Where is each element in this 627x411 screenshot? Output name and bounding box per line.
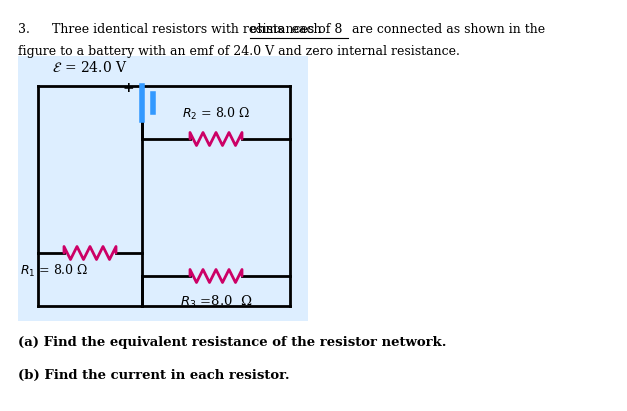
Text: 3.: 3. [18, 23, 30, 36]
FancyBboxPatch shape [18, 56, 308, 321]
Text: Three identical resistors with resistances of 8: Three identical resistors with resistanc… [52, 23, 346, 36]
Text: (b) Find the current in each resistor.: (b) Find the current in each resistor. [18, 369, 290, 382]
Text: ohms  each: ohms each [250, 23, 322, 36]
Text: $R_3$ =8.0  Ω: $R_3$ =8.0 Ω [180, 294, 252, 310]
Text: figure to a battery with an emf of 24.0 V and zero internal resistance.: figure to a battery with an emf of 24.0 … [18, 45, 460, 58]
Text: $\mathcal{E}$ = 24.0 V: $\mathcal{E}$ = 24.0 V [52, 60, 128, 74]
Text: (a) Find the equivalent resistance of the resistor network.: (a) Find the equivalent resistance of th… [18, 336, 446, 349]
Text: $R_2$ = 8.0 Ω: $R_2$ = 8.0 Ω [182, 106, 250, 122]
Text: are connected as shown in the: are connected as shown in the [348, 23, 545, 36]
Text: $R_1$ = 8.0 Ω: $R_1$ = 8.0 Ω [20, 263, 88, 279]
Text: +: + [122, 81, 134, 95]
